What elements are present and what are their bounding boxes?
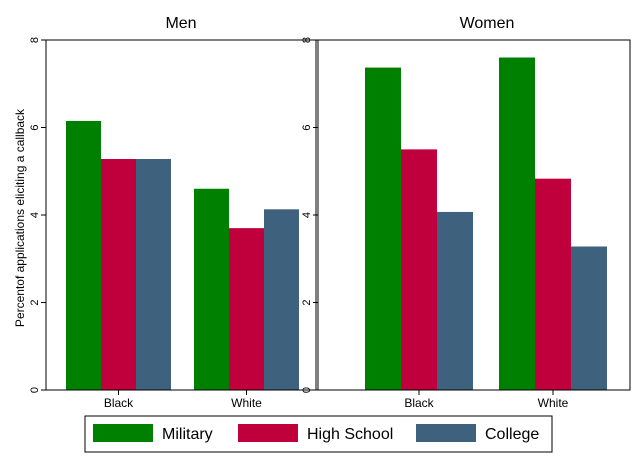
x-tick-label-men-white: White	[231, 396, 262, 410]
bar-men-black-high-school	[101, 159, 136, 390]
y-tick-label-women-0: 0	[301, 387, 313, 393]
bar-women-black-college	[437, 211, 473, 390]
legend-label-college: College	[485, 426, 539, 443]
bar-men-black-military	[66, 120, 101, 390]
bar-women-white-college	[571, 246, 607, 390]
y-tick-label-men-0: 0	[29, 387, 41, 393]
x-tick-label-women-black: Black	[404, 396, 434, 410]
bar-women-black-high-school	[401, 149, 437, 390]
bar-men-white-military	[194, 188, 229, 390]
panel-title-men: Men	[165, 15, 196, 32]
bar-women-black-military	[365, 67, 401, 390]
legend-swatch-military	[93, 424, 153, 442]
y-tick-label-men-3: 6	[29, 124, 41, 130]
bar-women-white-high-school	[535, 178, 571, 390]
legend-label-high-school: High School	[307, 426, 393, 443]
bar-women-white-military	[499, 57, 535, 390]
legend-swatch-college	[416, 424, 476, 442]
x-tick-label-men-black: Black	[104, 396, 134, 410]
plot-frame-women	[317, 39, 631, 391]
legend: Military High School College	[84, 415, 553, 453]
y-tick-label-women-2: 4	[301, 212, 313, 218]
x-tick-label-women-white: White	[538, 396, 569, 410]
y-tick-label-women-3: 6	[301, 124, 313, 130]
panel-title-women: Women	[460, 15, 515, 32]
legend-label-military: Military	[162, 426, 213, 443]
panel-women: Women 0 2 4 6 8 Black White	[301, 15, 631, 410]
y-axis-label: Percentof applications eliciting a callb…	[13, 108, 27, 327]
bar-men-white-high-school	[229, 228, 264, 390]
y-tick-label-women-1: 2	[301, 299, 313, 305]
y-tick-label-men-2: 4	[29, 212, 41, 218]
y-tick-label-men-1: 2	[29, 299, 41, 305]
bar-men-black-college	[136, 159, 171, 390]
y-tick-label-women-4: 8	[301, 37, 313, 43]
legend-swatch-high-school	[238, 424, 298, 442]
y-tick-label-men-4: 8	[29, 37, 41, 43]
panel-men: Men 0 2 4 6 8 Black White	[29, 15, 317, 410]
bar-men-white-college	[264, 209, 299, 390]
